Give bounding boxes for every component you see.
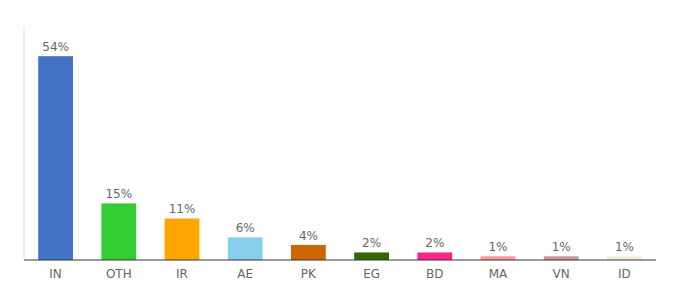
x-tick-label: MA	[489, 267, 508, 281]
data-label: 11%	[169, 202, 196, 216]
bar	[607, 256, 642, 260]
x-tick-label: ID	[618, 267, 631, 281]
data-label: 2%	[425, 236, 444, 250]
x-tick-label: VN	[553, 267, 570, 281]
x-tick-label: EG	[363, 267, 380, 281]
y-axis-line	[24, 26, 25, 260]
bar	[481, 256, 516, 260]
bar	[165, 218, 200, 260]
data-label: 2%	[362, 236, 381, 250]
bar	[354, 252, 389, 260]
x-tick-label: PK	[301, 267, 317, 281]
data-label: 1%	[552, 240, 571, 254]
data-label: 1%	[488, 240, 507, 254]
bar	[38, 56, 73, 260]
data-label: 15%	[105, 187, 132, 201]
data-label: 54%	[42, 40, 69, 54]
x-tick-label: AE	[237, 267, 253, 281]
x-tick-label: IR	[176, 267, 188, 281]
chart-svg: IN OTH IR AE PK EG BD MA VN ID 54% 15% 11% 6% 4% 2% 2% 1%…	[0, 0, 680, 300]
chart-container: IN OTH IR AE PK EG BD MA VN ID 54% 15% 11% 6% 4% 2% 2% 1%…	[0, 0, 680, 300]
bars	[38, 56, 642, 260]
bar	[228, 237, 263, 260]
data-label: 6%	[236, 221, 255, 235]
bar	[417, 252, 452, 260]
bar	[544, 256, 579, 260]
data-label: 4%	[299, 229, 318, 243]
x-tick-label: BD	[426, 267, 443, 281]
bar	[291, 245, 326, 260]
bar	[101, 203, 136, 260]
x-tick-label: IN	[49, 267, 62, 281]
x-tick-label: OTH	[106, 267, 132, 281]
data-label: 1%	[615, 240, 634, 254]
x-axis-line	[24, 260, 656, 261]
